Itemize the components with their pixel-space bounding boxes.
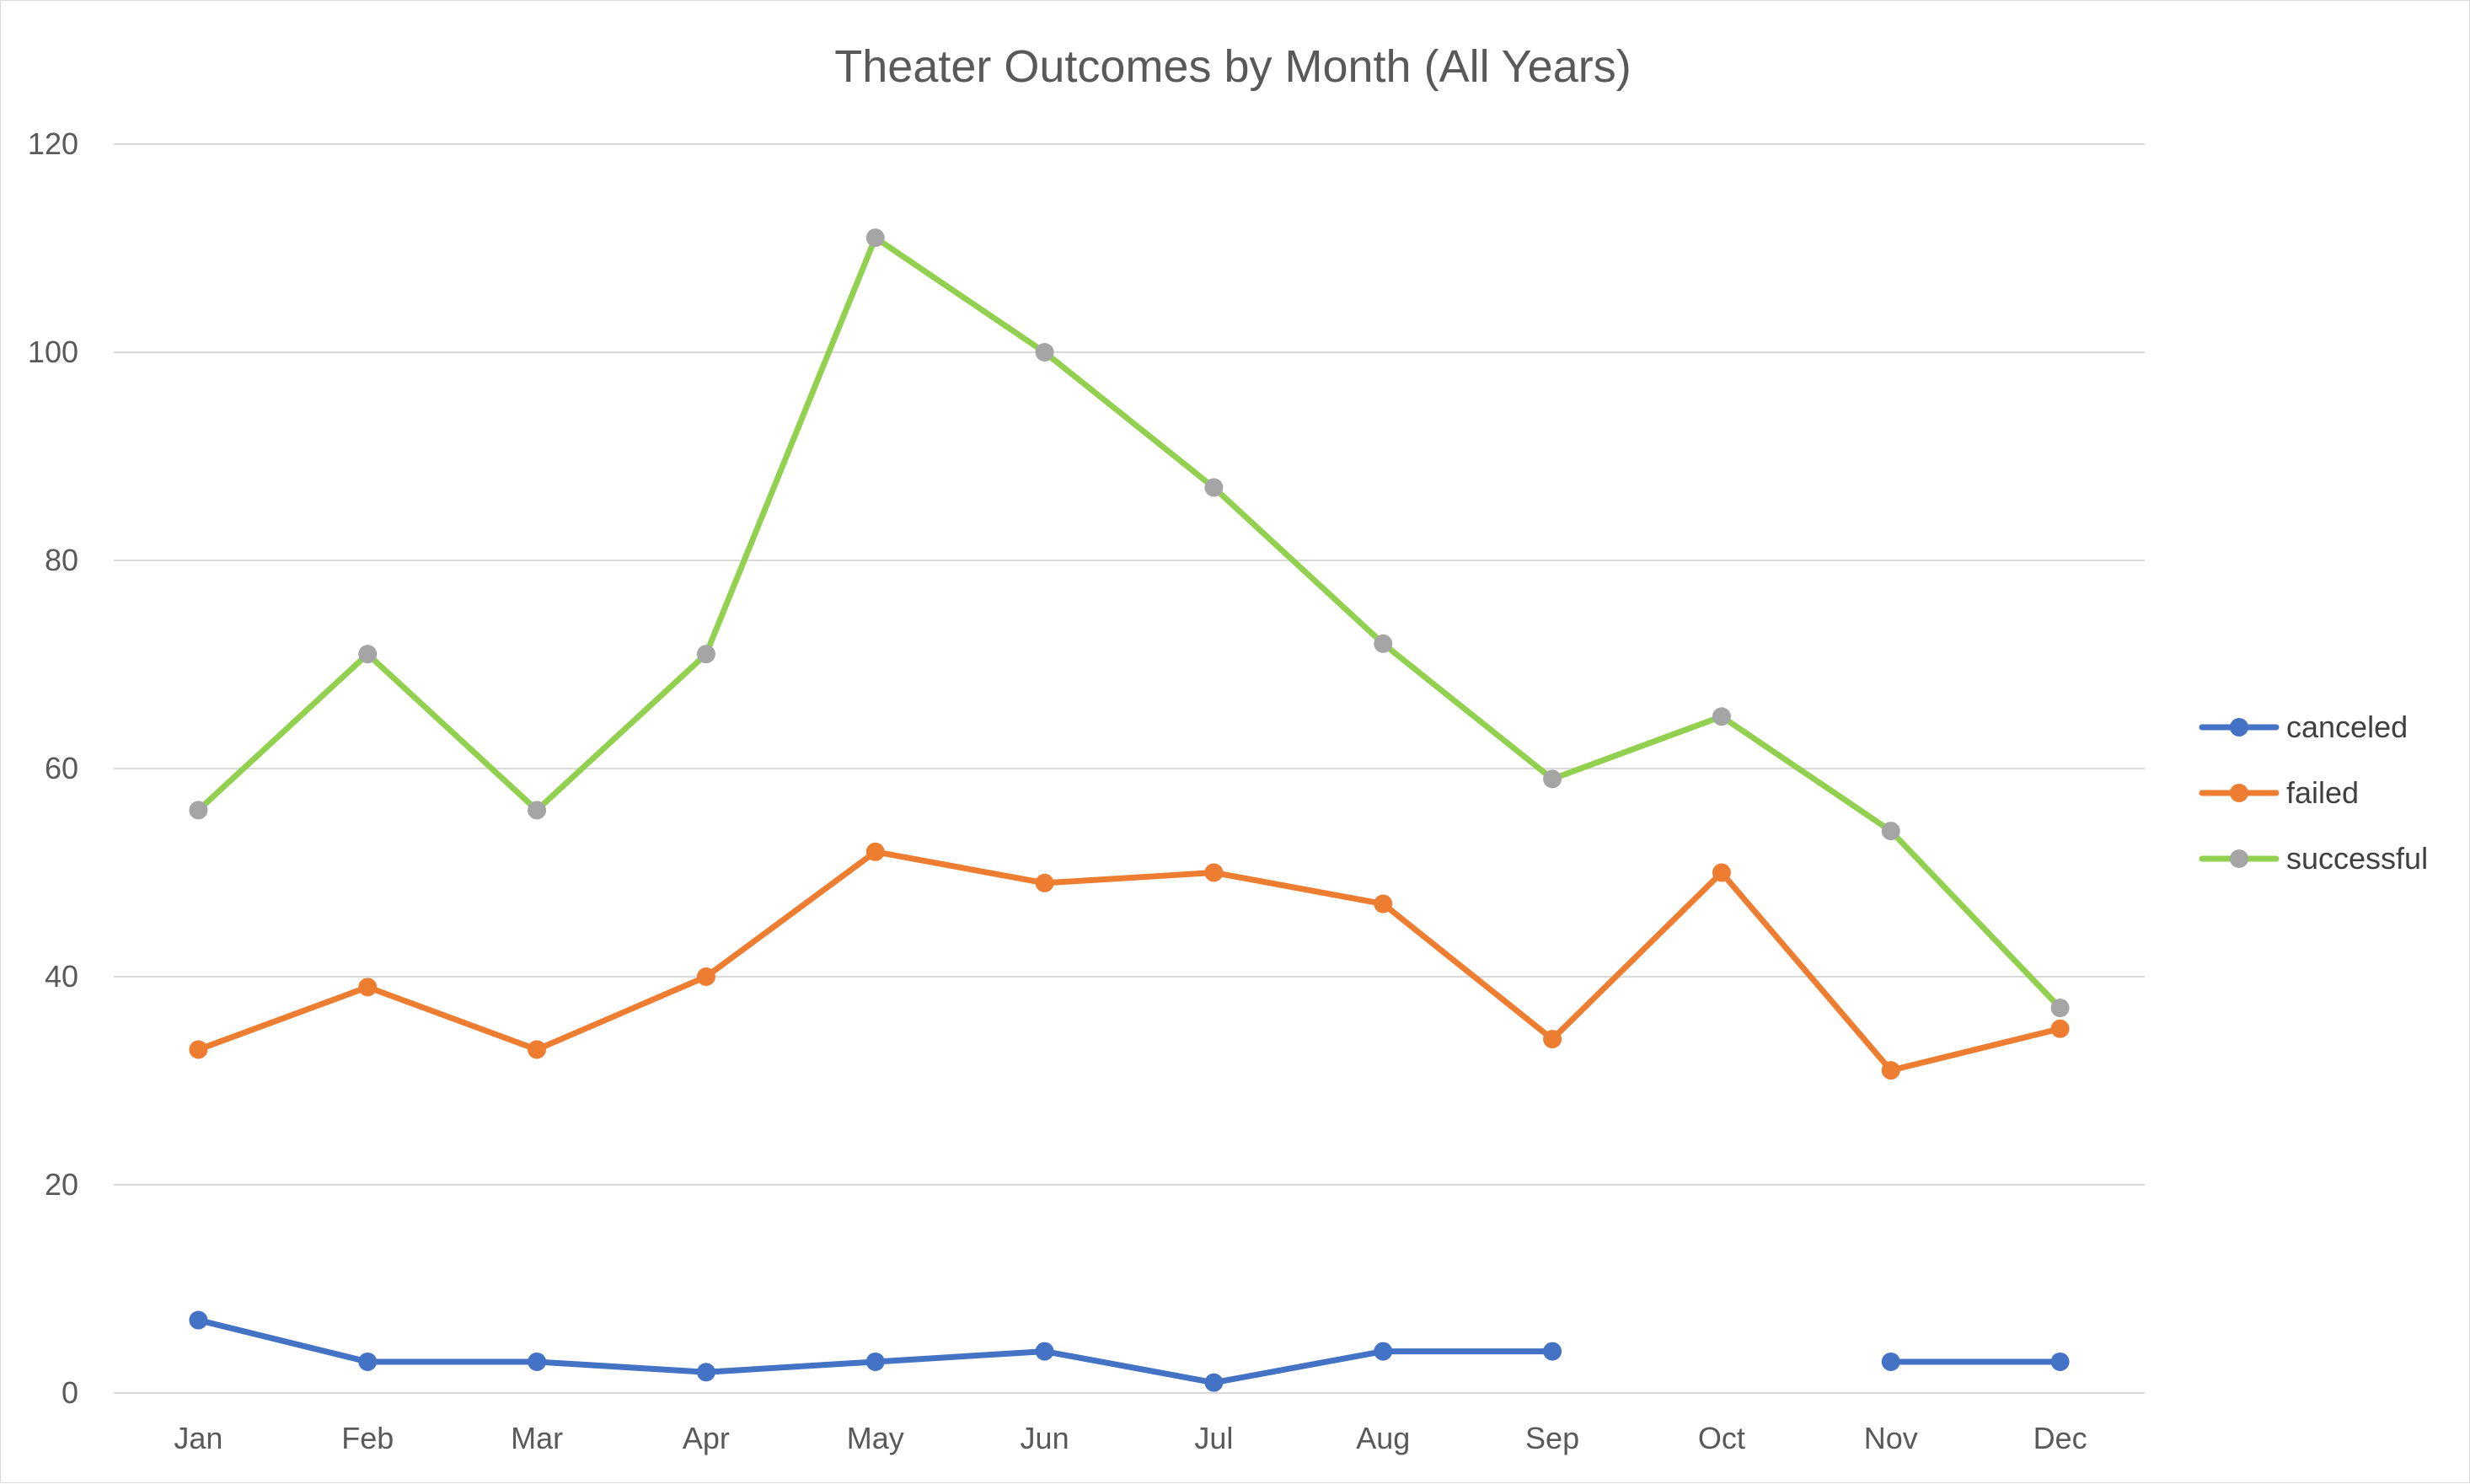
legend-label: failed xyxy=(2286,775,2359,810)
data-point xyxy=(358,1352,378,1371)
x-tick-label: Dec xyxy=(2033,1421,2087,1455)
data-point xyxy=(1881,1061,1900,1080)
data-point xyxy=(1204,478,1224,497)
data-point xyxy=(696,1363,715,1382)
data-point xyxy=(1374,894,1393,913)
data-point xyxy=(1204,863,1224,882)
legend-label: successful xyxy=(2286,841,2428,876)
legend-item: failed xyxy=(2199,775,2359,810)
x-tick-label: Jan xyxy=(174,1421,222,1455)
data-point xyxy=(696,967,715,986)
legend-item: successful xyxy=(2199,841,2428,876)
data-point xyxy=(2050,1019,2070,1038)
x-tick-label: Sep xyxy=(1525,1421,1579,1455)
data-point xyxy=(865,228,885,248)
data-point xyxy=(1035,343,1054,362)
y-tick-label: 120 xyxy=(28,126,78,161)
y-tick-label: 40 xyxy=(45,959,78,994)
data-point xyxy=(1712,707,1731,726)
data-point xyxy=(1374,1342,1393,1361)
y-tick-label: 100 xyxy=(28,335,78,369)
gridlines xyxy=(114,143,2145,1394)
chart-title: Theater Outcomes by Month (All Years) xyxy=(834,41,1631,92)
data-point xyxy=(1035,1342,1054,1361)
data-point xyxy=(2050,999,2070,1018)
series-line xyxy=(195,849,2064,1074)
data-point xyxy=(1881,1352,1900,1371)
data-point xyxy=(865,842,885,861)
x-tick-label: Oct xyxy=(1698,1421,1745,1455)
data-point xyxy=(189,801,208,820)
x-tick-label: Apr xyxy=(683,1421,730,1455)
legend-marker xyxy=(2230,784,2248,802)
data-point xyxy=(1204,1373,1224,1392)
legend-item: canceled xyxy=(2199,710,2408,744)
data-point xyxy=(528,1040,547,1059)
x-tick-label: Jul xyxy=(1194,1421,1233,1455)
data-point xyxy=(1543,1342,1562,1361)
x-tick-label: Aug xyxy=(1356,1421,1410,1455)
data-point xyxy=(1374,634,1393,653)
series-canceled xyxy=(189,1310,2070,1392)
data-point xyxy=(1881,822,1900,841)
y-tick-label: 0 xyxy=(62,1375,78,1410)
x-tick-label: Nov xyxy=(1864,1421,1918,1455)
x-axis-ticks: Jan Feb Mar Apr May Jun Jul Aug Sep Oct Nov Dec xyxy=(174,1421,2087,1455)
y-tick-label: 60 xyxy=(45,751,78,785)
legend: canceled failed successful xyxy=(2199,710,2428,876)
data-point xyxy=(189,1310,208,1330)
series-failed xyxy=(189,842,2070,1080)
y-tick-label: 80 xyxy=(45,543,78,577)
x-tick-label: May xyxy=(847,1421,904,1455)
data-point xyxy=(358,645,378,664)
data-point xyxy=(1543,1030,1562,1049)
data-point xyxy=(1543,769,1562,789)
series-line xyxy=(195,1317,1556,1386)
legend-marker xyxy=(2230,849,2248,868)
data-point xyxy=(696,645,715,664)
data-point xyxy=(358,978,378,997)
y-axis-ticks: 0 20 40 60 80 100 120 xyxy=(28,126,78,1410)
plot-series xyxy=(189,228,2070,1392)
series-line xyxy=(195,234,2064,1011)
data-point xyxy=(528,1352,547,1371)
data-point xyxy=(528,801,547,820)
data-point xyxy=(865,1352,885,1371)
data-point xyxy=(1035,873,1054,892)
legend-marker xyxy=(2230,718,2248,737)
x-tick-label: Mar xyxy=(511,1421,563,1455)
data-point xyxy=(189,1040,208,1059)
data-point xyxy=(2050,1352,2070,1371)
x-tick-label: Feb xyxy=(341,1421,394,1455)
legend-label: canceled xyxy=(2286,710,2408,744)
series-successful xyxy=(189,228,2070,1018)
y-tick-label: 20 xyxy=(45,1167,78,1202)
data-point xyxy=(1712,863,1731,882)
x-tick-label: Jun xyxy=(1021,1421,1069,1455)
